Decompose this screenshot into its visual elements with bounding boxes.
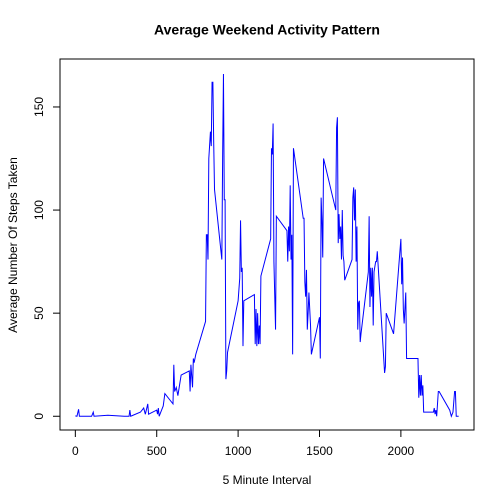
x-tick-label: 500 [147,444,167,458]
y-axis-label: Average Number Of Steps Taken [6,157,20,333]
y-tick-label: 150 [32,97,46,117]
x-tick-label: 0 [72,444,79,458]
data-line [75,73,459,418]
x-tick-label: 1500 [306,444,333,458]
y-tick-label: 0 [32,413,46,420]
x-axis-label: 5 Minute Interval [223,473,312,487]
x-tick-label: 1000 [225,444,252,458]
y-tick-label: 100 [32,200,46,220]
x-tick-label: 2000 [388,444,415,458]
y-tick-label: 50 [32,306,46,320]
chart-title: Average Weekend Activity Pattern [154,22,380,38]
